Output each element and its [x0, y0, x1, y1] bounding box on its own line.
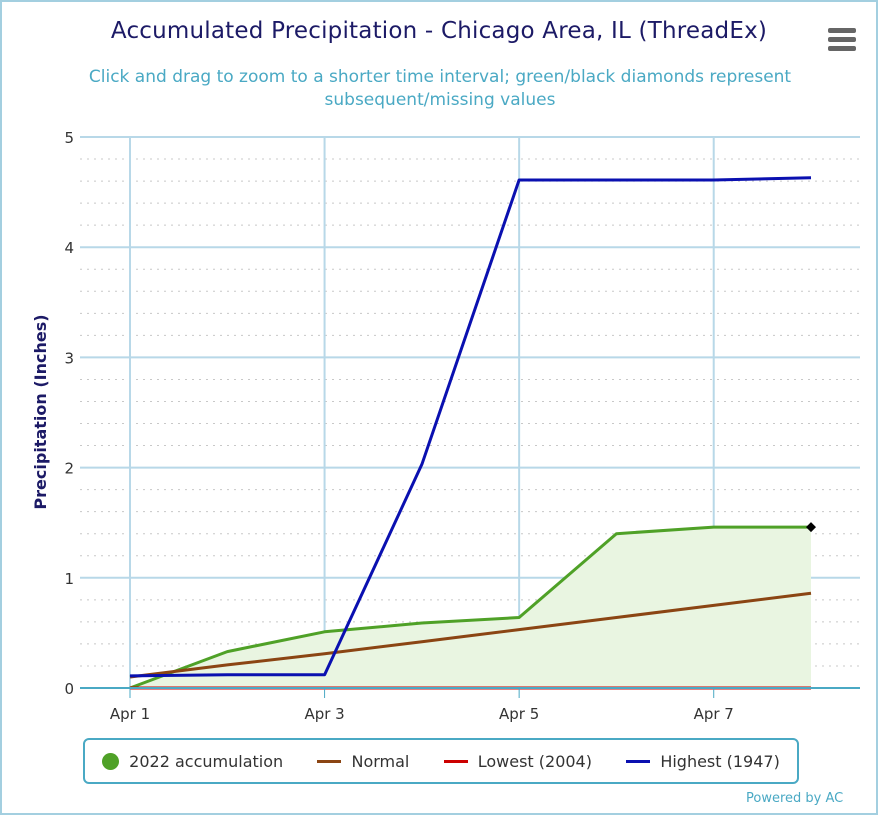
axes: 0 1 2 3 4 5 Apr 1 Apr 3 Apr 5 Apr 7: [64, 129, 860, 723]
legend-label: Highest (1947): [660, 751, 780, 771]
legend-item-2022-accumulation[interactable]: 2022 accumulation: [102, 752, 283, 771]
legend-line-icon: [626, 759, 651, 763]
chart-subtitle: Click and drag to zoom to a shorter time…: [88, 67, 792, 110]
x-tick-label: Apr 5: [499, 705, 539, 723]
credits-link[interactable]: Powered by AC: [746, 791, 844, 806]
y-tick-label: 2: [64, 460, 74, 478]
y-tick-label: 4: [64, 239, 74, 257]
y-axis-label: Precipitation (Inches): [31, 314, 50, 509]
hamburger-menu-icon[interactable]: [828, 28, 856, 54]
x-tick-label: Apr 7: [694, 705, 734, 723]
legend-item-lowest[interactable]: Lowest (2004): [443, 751, 592, 771]
legend-label: 2022 accumulation: [129, 751, 284, 771]
legend-item-normal[interactable]: Normal: [317, 752, 409, 771]
series-area-2022-accumulation: [130, 527, 811, 688]
menu-bar: [828, 46, 856, 51]
series-line-normal: [129, 591, 812, 679]
menu-bar: [828, 37, 856, 42]
y-tick-label: 3: [64, 349, 74, 367]
legend-label: Lowest (2004): [477, 751, 592, 771]
last-value-diamond-marker: [806, 522, 816, 533]
legend-label: Normal: [351, 751, 410, 771]
series-line-2022-accumulation: [129, 525, 811, 690]
y-tick-label: 5: [64, 129, 74, 147]
y-tick-label: 1: [64, 570, 74, 588]
legend: 2022 accumulation Normal Lowest (2004) H…: [83, 738, 799, 784]
x-tick-label: Apr 3: [304, 705, 344, 723]
menu-bar: [828, 28, 856, 33]
series-line-highest-1947: [129, 176, 812, 678]
legend-line-icon: [317, 759, 342, 763]
legend-item-highest[interactable]: Highest (1947): [626, 752, 780, 771]
legend-line-icon: [443, 759, 468, 763]
chart-title: Accumulated Precipitation - Chicago Area…: [110, 18, 768, 44]
y-tick-label: 0: [64, 680, 74, 698]
x-tick-label: Apr 1: [110, 705, 150, 723]
legend-marker-icon: [102, 752, 120, 770]
area-layer: [130, 527, 811, 688]
